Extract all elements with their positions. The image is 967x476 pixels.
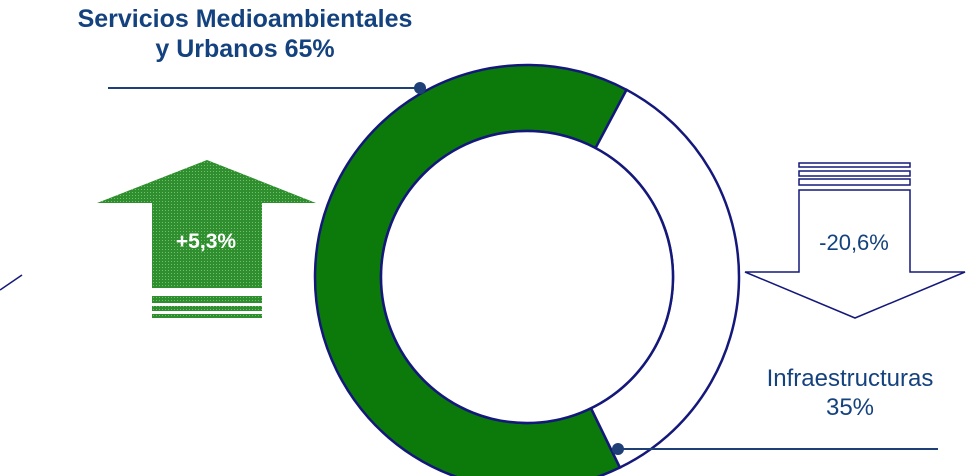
up-arrow-icon [97, 160, 316, 288]
leader-infraestructuras-dot [612, 443, 624, 455]
slice-label-servicios-line2: y Urbanos 65% [155, 35, 335, 63]
left-arrow-edge [0, 274, 23, 291]
down-arrow-icon [744, 189, 966, 319]
up-arrow-bar-2 [152, 306, 262, 311]
leader-servicios-dot [414, 82, 426, 94]
down-arrow-bar-2 [798, 170, 911, 177]
up-arrow-bar-1 [152, 296, 262, 303]
slice-label-infraestructuras: Infraestructuras 35% [720, 365, 967, 423]
down-arrow-bar-1 [798, 162, 911, 168]
donut-hole [379, 129, 675, 425]
down-arrow-bar-3 [798, 178, 911, 186]
down-arrow-label: -20,6% [819, 230, 889, 255]
slice-label-infraestructuras-line1: Infraestructuras [766, 365, 934, 392]
slice-label-infraestructuras-line2: 35% [825, 393, 875, 421]
up-arrow-label: +5,3% [175, 230, 237, 253]
slice-label-servicios-line1: Servicios Medioambientales [77, 5, 413, 33]
up-arrow-bar-3 [152, 314, 262, 318]
slice-label-servicios: Servicios Medioambientales y Urbanos 65% [0, 4, 490, 64]
